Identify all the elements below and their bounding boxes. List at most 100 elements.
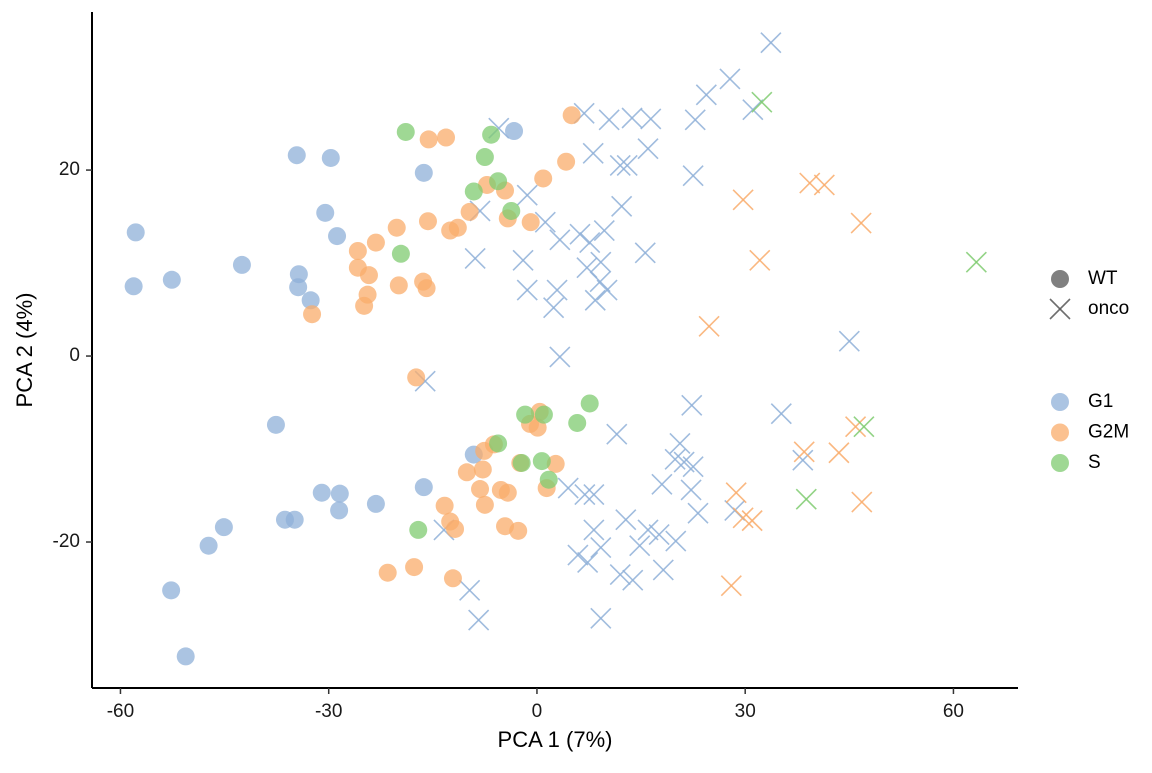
point [534, 211, 556, 233]
point [583, 519, 605, 541]
cross-stroke [732, 507, 754, 529]
point [509, 521, 528, 540]
cross-stroke [569, 223, 591, 245]
point [546, 454, 565, 473]
legend-key [1049, 298, 1071, 320]
cross-stroke [637, 519, 659, 541]
point [482, 125, 501, 144]
point [590, 537, 612, 559]
cross-stroke [615, 509, 637, 531]
point [749, 249, 771, 271]
legend-key [1051, 423, 1069, 442]
cross-stroke [459, 579, 481, 601]
cross-stroke [664, 448, 686, 470]
cross-stroke [464, 247, 486, 269]
cross-stroke [682, 456, 704, 478]
point [593, 219, 615, 242]
legend-label: onco [1088, 298, 1129, 319]
cross-stroke [583, 484, 605, 506]
point [719, 68, 741, 90]
point [634, 242, 656, 264]
point [330, 501, 349, 520]
cross-stroke [593, 219, 615, 242]
point [682, 165, 704, 187]
cross-stroke [1049, 298, 1071, 320]
cross-stroke [534, 211, 556, 233]
point [464, 182, 483, 201]
cross-stroke [616, 154, 638, 176]
cross-stroke [609, 563, 631, 586]
cross-stroke [850, 212, 872, 234]
point [665, 530, 687, 552]
x-tick-label: 30 [735, 701, 756, 722]
point [596, 279, 618, 301]
cross-stroke [549, 346, 571, 368]
point [611, 195, 633, 217]
cross-stroke [792, 449, 814, 471]
point [557, 477, 579, 499]
point [577, 551, 599, 574]
point [459, 579, 481, 601]
cross-stroke [760, 32, 782, 54]
cross-stroke [468, 609, 490, 631]
point [330, 484, 349, 503]
point [609, 563, 631, 586]
point [348, 241, 367, 260]
point [471, 480, 490, 499]
point [669, 432, 691, 455]
point [443, 569, 462, 588]
point [396, 122, 415, 141]
point [532, 452, 551, 471]
cross-stroke [695, 84, 717, 106]
point [516, 405, 535, 424]
point [543, 297, 565, 319]
cross-stroke [611, 195, 633, 217]
point [232, 255, 251, 274]
point [378, 563, 397, 582]
point [214, 518, 233, 537]
point [549, 229, 571, 251]
point [312, 483, 331, 502]
y-tick-label: 0 [69, 345, 80, 366]
point [828, 442, 850, 464]
point [407, 368, 426, 387]
cross-stroke [583, 519, 605, 541]
point [609, 154, 631, 176]
point [475, 441, 494, 460]
cross-stroke [584, 289, 606, 311]
point [460, 202, 479, 221]
point [793, 441, 815, 463]
y-tick-label: -20 [53, 531, 80, 552]
cross-stroke [651, 473, 673, 495]
y-tick-label: 20 [59, 159, 80, 180]
point [682, 456, 704, 478]
point [681, 394, 703, 416]
cross-stroke [598, 109, 620, 131]
x-tick-label: -30 [315, 701, 342, 722]
point [489, 172, 508, 191]
cross-stroke [414, 370, 436, 392]
point [569, 223, 591, 245]
point [512, 453, 531, 472]
point [582, 142, 604, 164]
point [606, 423, 628, 445]
point [505, 122, 524, 141]
point [562, 106, 581, 125]
point [366, 494, 385, 513]
point [637, 519, 659, 541]
cross-stroke [634, 242, 656, 264]
point [534, 405, 553, 424]
point [355, 296, 374, 315]
cross-stroke [680, 479, 702, 501]
cross-stroke [648, 524, 670, 546]
point [687, 502, 709, 524]
point [845, 416, 867, 438]
cross-stroke [516, 279, 538, 301]
cross-stroke [732, 189, 754, 211]
cross-stroke [698, 315, 720, 337]
point [359, 266, 378, 285]
cross-stroke [793, 441, 815, 463]
point [574, 484, 596, 506]
cross-stroke [682, 165, 704, 187]
point [568, 413, 587, 432]
